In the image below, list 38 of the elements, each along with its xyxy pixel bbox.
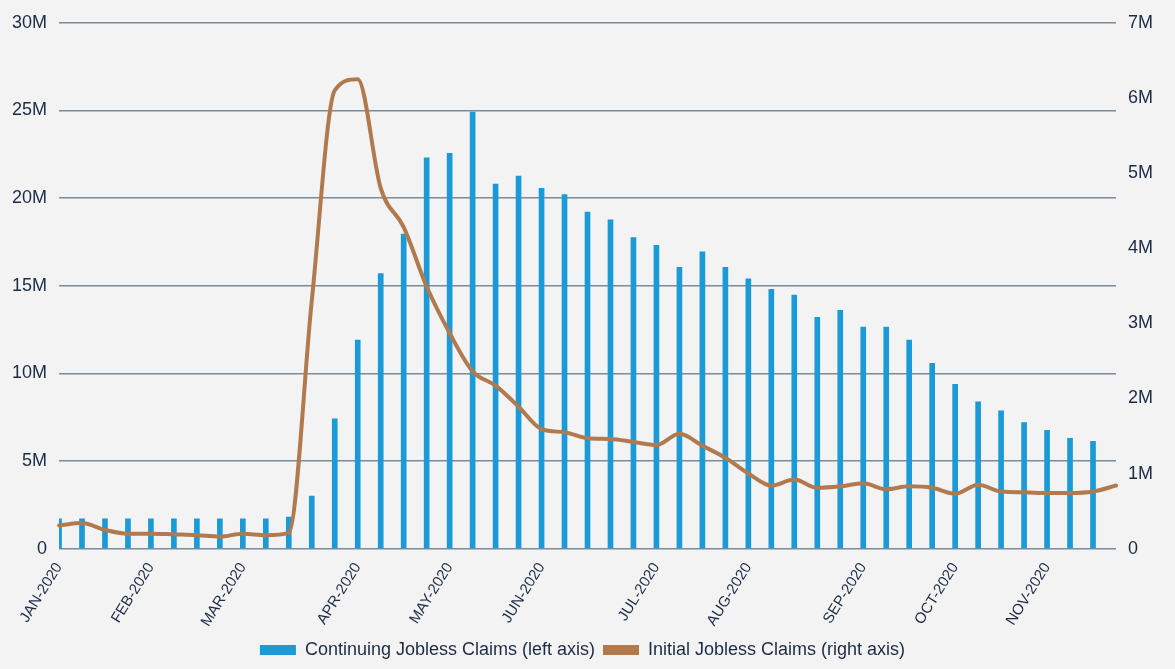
bar (331, 418, 338, 549)
y-tick-label: 0 (37, 537, 48, 558)
line-series (57, 77, 1118, 539)
bar (975, 401, 981, 549)
y2-tick-label: 0 (1128, 537, 1139, 558)
bar (354, 339, 361, 549)
y2-tick-label: 6M (1128, 86, 1154, 107)
bar (998, 410, 1004, 549)
bar (814, 316, 821, 549)
bar (768, 288, 775, 549)
y-tick-label: 30M (12, 11, 48, 32)
bar (1090, 440, 1096, 549)
bar (400, 233, 407, 549)
y2-tick-label: 7M (1128, 11, 1154, 32)
bar (883, 326, 890, 549)
y2-tick-label: 1M (1128, 462, 1154, 483)
bar (1021, 422, 1027, 549)
bar (791, 294, 798, 549)
y-tick-label: 20M (12, 187, 48, 208)
y2-tick-label: 4M (1128, 237, 1154, 258)
y2-tick-label: 5M (1128, 162, 1154, 183)
y-tick-label: 5M (22, 449, 48, 470)
legend-label: Continuing Jobless Claims (left axis) (304, 638, 596, 659)
bar (1067, 437, 1073, 549)
bar (860, 326, 867, 549)
legend-label: Initial Jobless Claims (right axis) (648, 638, 906, 659)
bar (952, 383, 958, 549)
bar (308, 495, 315, 549)
bar (837, 309, 844, 549)
y2-tick-label: 2M (1128, 387, 1154, 408)
bar (1044, 430, 1050, 549)
y2-tick-label: 3M (1128, 312, 1154, 333)
bar (377, 273, 384, 549)
bar (906, 339, 913, 549)
y-tick-label: 25M (12, 99, 48, 120)
y-tick-label: 10M (12, 362, 48, 383)
bar (929, 363, 935, 549)
y-tick-label: 15M (12, 274, 48, 295)
